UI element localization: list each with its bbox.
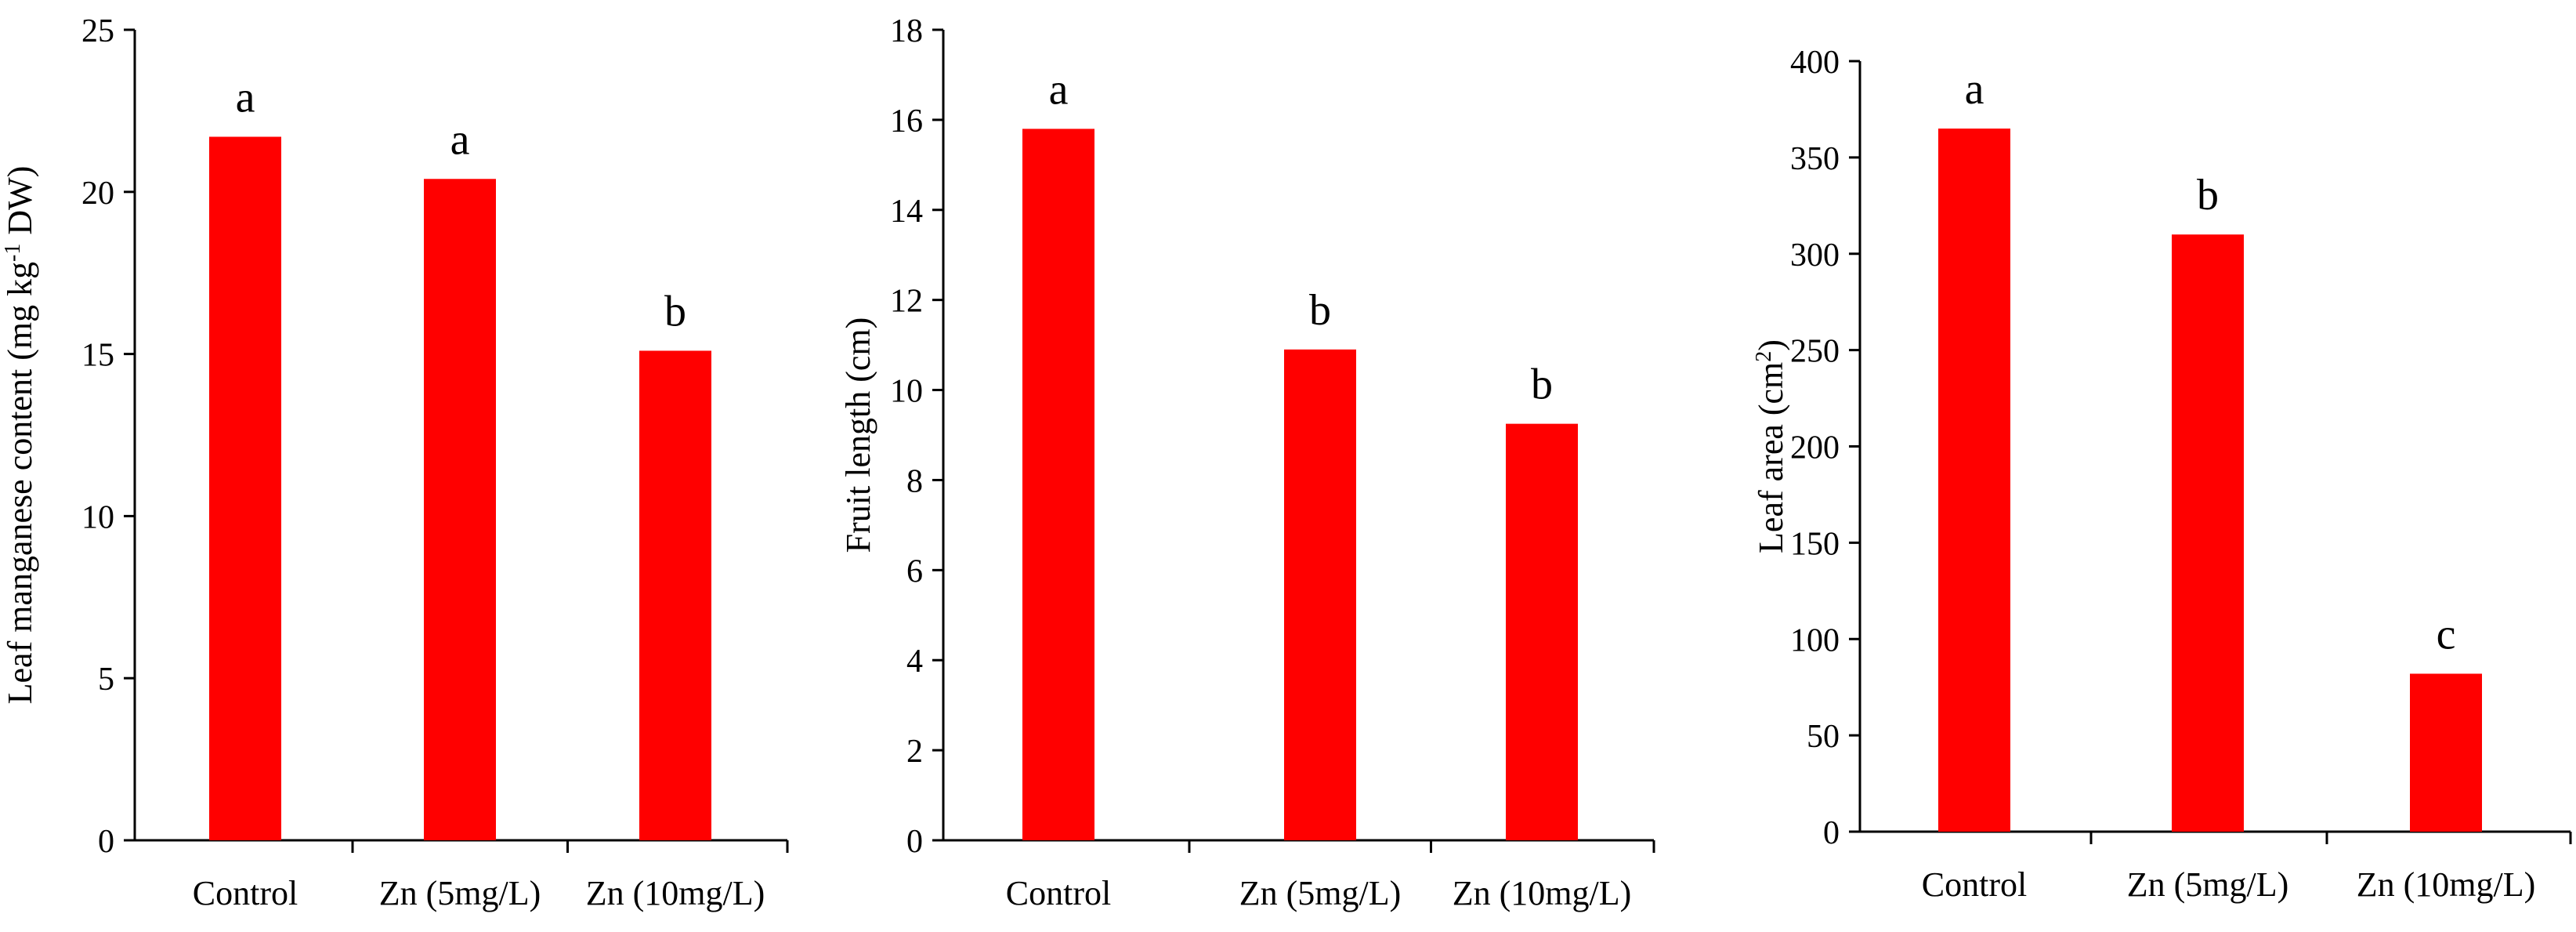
bar [2410,673,2482,832]
significance-label: c [2437,610,2456,658]
category-label: Zn (5mg/L) [379,874,541,912]
significance-label: b [664,287,686,335]
y-tick-label: 12 [890,284,923,320]
category-label: Zn (10mg/L) [1453,874,1632,912]
y-tick-label: 15 [81,338,114,374]
significance-label: b [1531,361,1553,409]
y-tick-label: 2 [906,734,923,770]
y-axis-title: Leaf manganese content (mg kg-1 DW) [1,166,40,705]
y-tick-label: 0 [906,824,923,860]
y-tick-label: 18 [890,13,923,49]
y-tick-label: 10 [81,499,114,535]
y-tick-label: 4 [906,644,923,680]
y-tick-label: 0 [98,824,114,860]
bar [424,179,496,841]
chart-leaf-area: 0 50 100 150 200 250 300 350 400 a Control b Zn (5mg… [1752,45,2572,904]
bar [2172,234,2244,832]
category-label: Zn (5mg/L) [1239,874,1402,912]
bar [1284,349,1356,840]
category-label: Control [1922,865,2027,904]
category-label: Control [193,874,298,912]
bar [1506,423,1578,840]
bar [639,350,711,840]
y-tick-label: 150 [1790,526,1840,562]
category-label: Zn (5mg/L) [2127,865,2289,904]
y-tick-label: 5 [98,662,114,698]
y-tick-label: 250 [1790,334,1840,370]
category-label: Control [1006,874,1111,912]
y-tick-label: 20 [81,176,114,212]
y-tick-label: 300 [1790,238,1840,274]
y-tick-label: 400 [1790,45,1840,81]
significance-label: b [1309,286,1331,335]
bar [209,136,281,840]
significance-label: a [236,73,255,121]
y-tick-label: 14 [890,194,923,230]
y-tick-label: 10 [890,374,923,410]
bar [1022,129,1094,840]
y-tick-label: 8 [906,463,923,499]
y-tick-label: 16 [890,103,923,140]
significance-label: a [1965,65,1984,114]
y-tick-label: 25 [81,13,114,49]
chart-fruit-length: 0 2 4 6 8 10 12 14 16 18 a Control b Zn (5mg/L) b Zn (1… [839,13,1655,912]
category-label: Zn (10mg/L) [2357,865,2536,904]
chart-leaf-manganese: 0 5 10 15 20 25 a Control a Zn (5mg/L) b Zn (10mg/L… [1,13,789,912]
y-tick-label: 350 [1790,141,1840,177]
y-tick-label: 200 [1790,430,1840,466]
significance-label: b [2197,171,2219,219]
category-label: Zn (10mg/L) [586,874,765,912]
y-tick-label: 6 [906,553,923,589]
significance-label: a [450,115,470,164]
significance-label: a [1049,65,1069,114]
y-axis-title: Leaf area (cm2) [1752,339,1791,553]
y-axis-title: Fruit length (cm) [839,317,877,553]
bar [1938,129,2010,832]
y-tick-label: 0 [1823,815,1840,851]
y-tick-label: 100 [1790,622,1840,658]
y-tick-label: 50 [1807,719,1840,755]
